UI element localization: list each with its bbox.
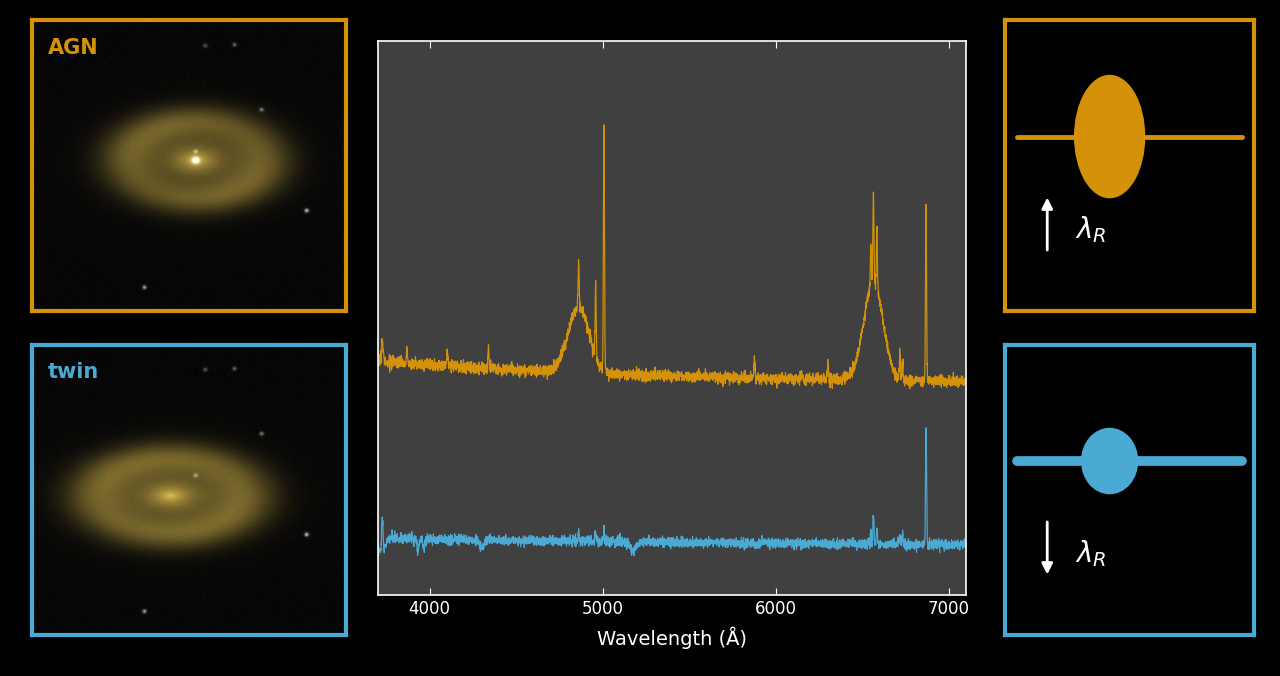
X-axis label: Wavelength (Å): Wavelength (Å)	[596, 626, 748, 648]
Ellipse shape	[1075, 76, 1144, 197]
Text: $\lambda_R$: $\lambda_R$	[1075, 214, 1106, 245]
Text: $\lambda_R$: $\lambda_R$	[1075, 539, 1106, 569]
Ellipse shape	[1082, 429, 1138, 493]
Text: twin: twin	[47, 362, 99, 382]
Text: AGN: AGN	[47, 38, 99, 57]
